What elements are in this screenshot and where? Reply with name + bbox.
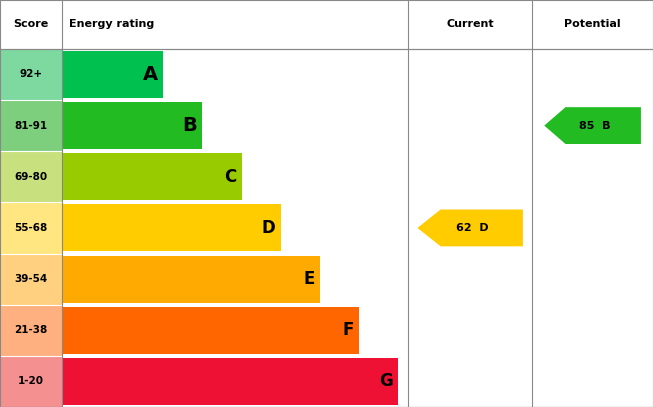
Text: Current: Current — [447, 20, 494, 29]
Bar — [0, 49, 62, 100]
Text: 92+: 92+ — [20, 70, 42, 79]
Bar — [0, 356, 62, 407]
Text: E: E — [304, 270, 315, 288]
Bar — [0, 254, 62, 305]
Text: Score: Score — [14, 20, 48, 29]
Bar — [62, 153, 242, 200]
Text: 81-91: 81-91 — [14, 120, 48, 131]
Text: Potential: Potential — [564, 20, 621, 29]
Text: 1-20: 1-20 — [18, 376, 44, 386]
Bar — [0, 151, 62, 202]
Text: 62  D: 62 D — [456, 223, 489, 233]
Bar — [62, 102, 202, 149]
Text: Energy rating: Energy rating — [69, 20, 154, 29]
Text: 55-68: 55-68 — [14, 223, 48, 233]
Text: G: G — [379, 372, 393, 390]
Text: F: F — [343, 321, 354, 339]
Bar — [0, 202, 62, 254]
Bar — [0, 305, 62, 356]
Bar — [62, 51, 163, 98]
Bar — [0, 0, 653, 49]
Bar — [0, 100, 62, 151]
Text: B: B — [182, 116, 197, 135]
Polygon shape — [417, 210, 523, 246]
Bar — [62, 256, 320, 303]
Text: D: D — [262, 219, 276, 237]
Text: A: A — [143, 65, 158, 84]
Polygon shape — [545, 107, 641, 144]
Bar — [62, 358, 398, 405]
Bar — [0, 49, 653, 407]
Text: 85  B: 85 B — [579, 120, 611, 131]
Bar — [62, 204, 281, 252]
Text: 39-54: 39-54 — [14, 274, 48, 284]
Text: 21-38: 21-38 — [14, 325, 48, 335]
Bar — [62, 307, 359, 354]
Text: 69-80: 69-80 — [14, 172, 48, 182]
Text: C: C — [224, 168, 236, 186]
